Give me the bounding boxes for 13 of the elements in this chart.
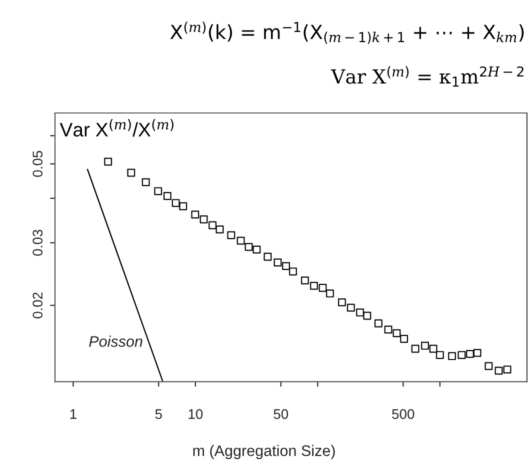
y-tick-label: 0.05: [32, 150, 43, 177]
x-tick-label: 1: [70, 409, 76, 419]
y-axis-title: Var X$^{(m)}$/X$^{(m)}$: [60, 118, 174, 137]
x-axis-title: m (Aggregation Size): [193, 444, 335, 460]
y-tick-label: 0.03: [32, 230, 43, 256]
series-label: Poisson: [89, 336, 142, 347]
x-tick-label: 5: [155, 409, 162, 419]
x-tick-label: 500: [392, 409, 414, 419]
chart-subtitle: Var X$^{(m)}$ = κ$_{1}$m$^{2H−2}$: [330, 66, 524, 87]
x-tick-label: 50: [274, 409, 288, 419]
y-tick-label: 0.02: [32, 292, 43, 318]
x-tick-label: 10: [188, 409, 203, 419]
chart-title: X$^{(m)}$(k) = m$^{−1}$(X$_{(m−1)k+1}$ + ⋯ + X$_{km}$): [170, 22, 524, 44]
